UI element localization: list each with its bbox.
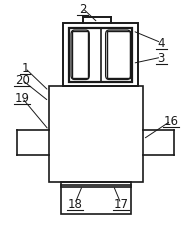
- Text: 2: 2: [79, 3, 86, 16]
- Bar: [49, 87, 143, 182]
- Bar: [61, 182, 131, 214]
- Text: 4: 4: [157, 37, 165, 50]
- Text: 16: 16: [163, 115, 178, 128]
- Text: 17: 17: [113, 197, 128, 210]
- Bar: [69, 29, 132, 82]
- Bar: [63, 24, 138, 87]
- Text: 3: 3: [158, 52, 165, 64]
- Text: 20: 20: [15, 74, 30, 87]
- Bar: [72, 32, 88, 79]
- Text: 18: 18: [67, 197, 82, 210]
- Bar: [107, 32, 130, 79]
- Text: 19: 19: [15, 92, 30, 105]
- Text: 1: 1: [21, 62, 29, 75]
